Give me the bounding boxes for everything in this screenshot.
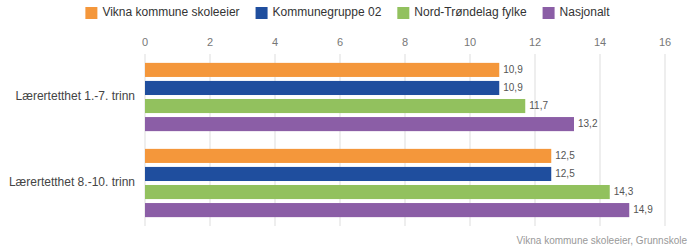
- x-tick-label: 12: [529, 36, 541, 48]
- grid-line: [210, 54, 211, 226]
- legend-label: Nasjonalt: [560, 5, 611, 19]
- data-label: 12,5: [555, 168, 575, 179]
- legend-label: Vikna kommune skoleeier: [102, 5, 239, 19]
- data-label: 10,9: [503, 64, 523, 75]
- bar: [145, 99, 525, 113]
- grid-line: [405, 54, 406, 226]
- data-label: 12,5: [555, 150, 575, 161]
- chart: Lærertetthet 1.-7. trinn Lærertetthet 8.-…: [0, 0, 695, 250]
- legend: Vikna kommune skoleeier Kommunegruppe 02 N…: [85, 5, 610, 19]
- x-tick-label: 6: [337, 36, 343, 48]
- x-tick-label: 4: [272, 36, 278, 48]
- legend-label: Nord-Trøndelag fylke: [414, 5, 527, 19]
- data-labels: 10,9 10,9 11,7 13,2 12,5 12,5 14,3 14,9: [503, 64, 653, 215]
- data-label: 13,2: [578, 118, 598, 129]
- legend-item: Vikna kommune skoleeier: [85, 5, 239, 19]
- bars: [145, 63, 629, 217]
- category-label: Lærertetthet 1.-7. trinn: [16, 89, 135, 103]
- bar: [145, 185, 610, 199]
- grid-line: [470, 54, 471, 226]
- grid-line: [535, 54, 536, 226]
- legend-swatch: [256, 7, 268, 19]
- bar: [145, 149, 551, 163]
- legend-item: Kommunegruppe 02: [256, 5, 382, 19]
- legend-swatch: [85, 7, 97, 19]
- grid-line: [665, 54, 666, 226]
- legend-label: Kommunegruppe 02: [273, 5, 382, 19]
- legend-item: Nasjonalt: [543, 5, 611, 19]
- x-tick-label: 0: [142, 36, 148, 48]
- legend-swatch: [543, 7, 555, 19]
- x-tick-label: 16: [659, 36, 671, 48]
- data-label: 14,3: [614, 186, 634, 197]
- bar: [145, 167, 551, 181]
- data-label: 11,7: [529, 100, 548, 111]
- bar: [145, 203, 629, 217]
- x-tick-label: 10: [464, 36, 476, 48]
- bar: [145, 63, 499, 77]
- legend-swatch: [397, 7, 409, 19]
- bar: [145, 81, 499, 95]
- data-label: 10,9: [503, 82, 523, 93]
- data-label: 14,9: [633, 204, 653, 215]
- x-tick-label: 14: [594, 36, 606, 48]
- grid-line: [600, 54, 601, 226]
- legend-item: Nord-Trøndelag fylke: [397, 5, 527, 19]
- grid-line: [275, 54, 276, 226]
- category-label: Lærertetthet 8.-10. trinn: [9, 175, 135, 189]
- x-tick-label: 8: [402, 36, 408, 48]
- x-tick-label: 2: [207, 36, 213, 48]
- grid: [145, 54, 665, 226]
- bar: [145, 117, 574, 131]
- grid-line: [340, 54, 341, 226]
- subtitle: Vikna kommune skoleeier, Grunnskole: [517, 235, 688, 246]
- grid-line: [145, 54, 146, 226]
